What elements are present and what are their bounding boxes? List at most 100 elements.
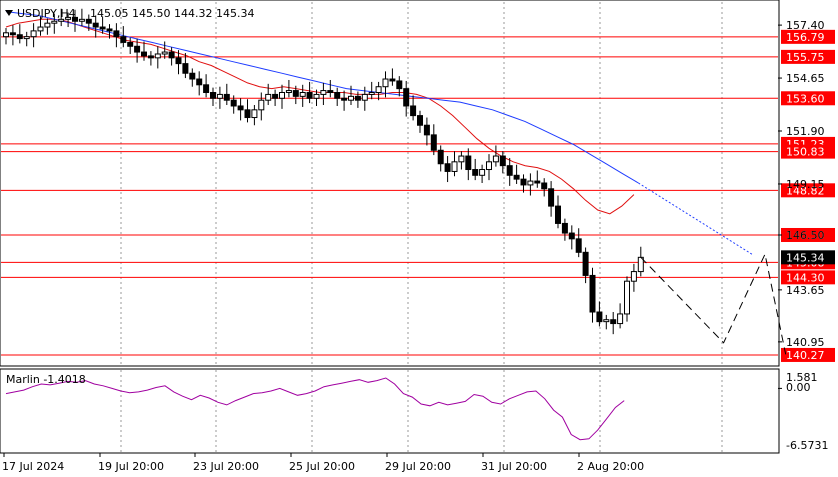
candle-body — [382, 78, 389, 88]
candle-body — [430, 134, 437, 151]
candle-body — [120, 36, 127, 43]
candle-body — [486, 161, 492, 171]
candle-body — [58, 18, 65, 22]
candle-body — [299, 92, 306, 97]
current-price-box — [781, 250, 835, 265]
level-price-box — [781, 183, 835, 198]
candle-body — [285, 90, 292, 94]
candle-body — [375, 86, 382, 93]
candle-body — [92, 22, 99, 28]
price-tick-label: 149.15 — [786, 178, 825, 191]
candle-body — [555, 205, 561, 224]
level-price-box — [781, 144, 835, 159]
candle-body — [506, 165, 513, 176]
candle-body — [313, 93, 320, 99]
candle-body — [279, 92, 285, 99]
candle-body — [3, 32, 9, 38]
candle-body — [237, 105, 244, 111]
candle-body — [403, 88, 410, 107]
candle-body — [189, 72, 196, 80]
price-tick-label: 140.95 — [786, 336, 825, 349]
level-price-label: 153.60 — [786, 92, 825, 105]
indicator-pane-frame — [0, 368, 780, 454]
candle-body — [154, 53, 161, 59]
level-price-label: 144.30 — [786, 271, 825, 284]
level-price-label: 150.83 — [786, 146, 825, 159]
candle-body — [127, 41, 134, 47]
candle-body — [348, 95, 354, 101]
candle-body — [603, 319, 610, 323]
candle-body — [175, 57, 182, 65]
candle-body — [472, 169, 479, 176]
candle-body — [568, 232, 575, 240]
candle-body — [417, 115, 423, 126]
candle-body — [106, 28, 113, 32]
indicator-min-label: -6.5731 — [786, 439, 828, 452]
level-price-box — [781, 49, 835, 64]
candle-body — [113, 30, 120, 38]
candle-body — [99, 26, 106, 30]
main-pane-frame — [0, 0, 780, 367]
time-tick-label: 25 Jul 20:00 — [289, 460, 355, 473]
level-price-label: 155.75 — [786, 51, 825, 64]
ma-fast-line — [5, 18, 635, 215]
time-tick-label: 19 Jul 20:00 — [98, 460, 164, 473]
candle-body — [596, 311, 603, 323]
candle-body — [458, 155, 465, 163]
indicator-max-label: 1.581 — [786, 371, 818, 384]
candle-body — [368, 92, 375, 95]
price-tick-label: 143.65 — [786, 284, 825, 297]
candle-body — [548, 188, 555, 207]
candle-body — [292, 90, 299, 97]
price-tick-label: 146.50 — [786, 229, 825, 242]
ohlc-readout: 145.05 145.50 144.32 145.34 — [90, 7, 254, 20]
candle-body — [479, 169, 486, 176]
candle-body — [272, 93, 279, 99]
candle-body — [196, 78, 203, 86]
candle-body — [72, 16, 78, 22]
candle-body — [513, 174, 520, 180]
candle-body — [251, 109, 258, 119]
candle-body — [37, 26, 44, 32]
candle-body — [230, 99, 237, 107]
symbol-label: USDJPY,H4 — [17, 7, 76, 20]
candle-body — [16, 34, 23, 40]
candle-body — [444, 163, 451, 172]
candle-body — [389, 78, 396, 82]
level-price-label: 156.79 — [786, 31, 825, 44]
candle-body — [527, 180, 534, 186]
time-tick-label: 2 Aug 20:00 — [577, 460, 644, 473]
candle-body — [51, 20, 58, 24]
candle-body — [492, 155, 499, 163]
candle-body — [534, 180, 541, 184]
candle-body — [244, 109, 251, 119]
time-tick-label: 31 Jul 20:00 — [481, 460, 547, 473]
candle-body — [451, 161, 458, 172]
time-tick-label: 17 Jul 2024 — [2, 460, 64, 473]
level-price-box — [781, 227, 835, 242]
price-tick-label: 151.90 — [786, 125, 825, 138]
forecast-path — [640, 252, 787, 355]
candle-body — [354, 95, 361, 101]
symbol-menu-arrow-icon[interactable] — [5, 10, 13, 16]
time-tick-label: 29 Jul 20:00 — [385, 460, 451, 473]
candle-body — [610, 319, 617, 325]
candle-body — [182, 63, 189, 74]
candle-body — [499, 155, 506, 167]
candle-body — [306, 92, 313, 99]
candle-body — [437, 149, 444, 165]
level-price-box — [781, 91, 835, 106]
candle-body — [575, 238, 582, 253]
candle-body — [396, 80, 403, 90]
candle-body — [223, 93, 230, 101]
level-price-box — [781, 29, 835, 44]
candle-body — [141, 51, 147, 57]
current-price-label: 145.34 — [786, 251, 825, 264]
candle-body — [589, 274, 596, 313]
candle-body — [361, 93, 368, 101]
candle-body — [210, 92, 216, 99]
candle-body — [341, 97, 348, 101]
candle-body — [541, 182, 548, 190]
candle-body — [423, 124, 430, 136]
